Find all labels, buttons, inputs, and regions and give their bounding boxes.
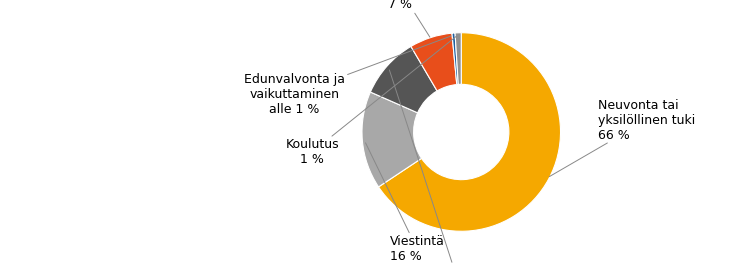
Wedge shape: [411, 33, 457, 91]
Text: Koulutus
1 %: Koulutus 1 %: [286, 36, 456, 166]
Text: Viestintä
16 %: Viestintä 16 %: [365, 143, 445, 263]
Wedge shape: [379, 33, 560, 231]
Wedge shape: [455, 33, 461, 84]
Text: Neuvonta tai
yksilöllinen tuki
66 %: Neuvonta tai yksilöllinen tuki 66 %: [550, 98, 695, 177]
Wedge shape: [362, 92, 422, 187]
Wedge shape: [452, 33, 458, 84]
Text: Muu
toiminta
7 %: Muu toiminta 7 %: [374, 0, 430, 37]
Wedge shape: [370, 46, 437, 113]
Text: Edunvalvonta ja
vaikuttaminen
alle 1 %: Edunvalvonta ja vaikuttaminen alle 1 %: [244, 36, 451, 116]
Text: Ryhmätoiminta
10 %: Ryhmätoiminta 10 %: [389, 70, 505, 264]
